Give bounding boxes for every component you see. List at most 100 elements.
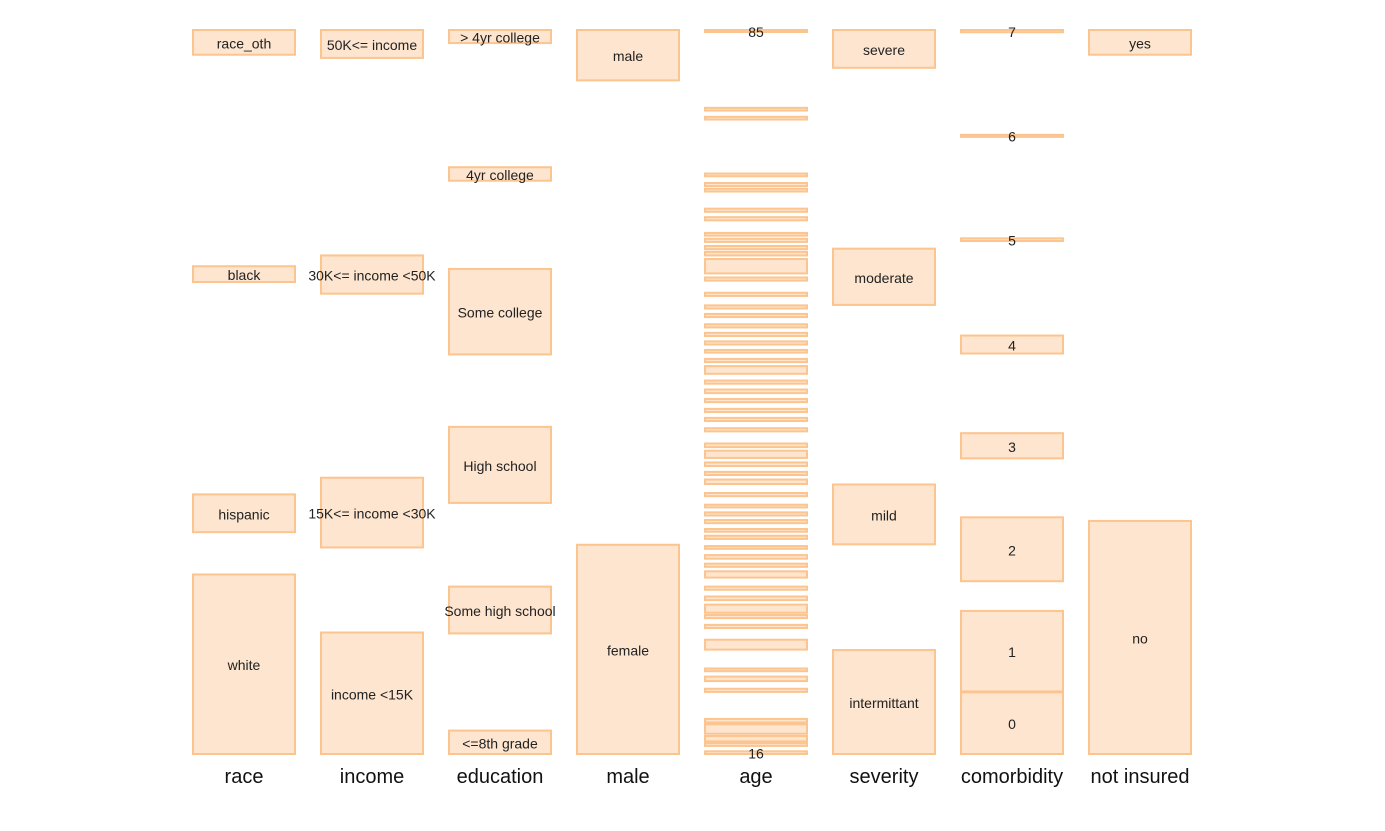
age-category-box-band-32[interactable] [704,397,808,404]
race-category-box-white[interactable] [192,573,296,755]
race-category-label-black: black [228,267,262,283]
comorbidity-category-box-6[interactable] [960,133,1064,138]
age-category-box-band-46[interactable] [704,250,808,257]
age-category-box-band-55[interactable] [704,115,808,121]
age-category-box-band-4[interactable] [704,717,808,724]
education-category-box-4yr-college[interactable] [448,166,552,182]
comorbidity-category-label-3: 3 [1008,439,1016,455]
age-category-box-band-2[interactable] [704,735,808,743]
age-category-box-16[interactable] [704,750,808,755]
age-category-box-band-37[interactable] [704,348,808,354]
age-category-box-band-42[interactable] [704,304,808,310]
race-category-box-black[interactable] [192,265,296,283]
age-category-box-band-6[interactable] [704,675,808,683]
age-category-box-band-14[interactable] [704,570,808,579]
education-category-box-high-school[interactable] [448,425,552,504]
not-insured-category-box-no[interactable] [1088,519,1192,755]
comorbidity-category-label-2: 2 [1008,542,1016,558]
age-category-box-band-12[interactable] [704,595,808,602]
age-category-box-band-45[interactable] [704,258,808,275]
age-category-box-band-24[interactable] [704,478,808,486]
age-category-box-band-10[interactable] [704,613,808,620]
age-category-box-band-52[interactable] [704,187,808,193]
income-category-label-30k-income-50k: 30K<= income <50K [308,268,436,284]
severity-category-box-intermittant[interactable] [832,649,936,756]
severity-category-box-mild[interactable] [832,483,936,546]
age-category-box-band-21[interactable] [704,511,808,517]
income-category-box-income-15k[interactable] [320,631,424,755]
male-category-label-male: male [613,48,644,64]
education-category-box-8th-grade[interactable] [448,729,552,756]
comorbidity-category-box-1[interactable] [960,609,1064,693]
age-category-box-band-7[interactable] [704,667,808,673]
age-category-box-band-13[interactable] [704,585,808,591]
age-category-box-85[interactable] [704,29,808,33]
age-category-box-band-35[interactable] [704,365,808,375]
age-category-box-band-28[interactable] [704,442,808,449]
age-category-box-band-56[interactable] [704,106,808,112]
age-category-box-band-39[interactable] [704,331,808,337]
age-category-box-band-15[interactable] [704,562,808,568]
education-category-box-4yr-college[interactable] [448,29,552,45]
age-category-box-band-1[interactable] [704,742,808,747]
age-category-label-85: 85 [748,24,764,40]
male-category-label-female: female [607,642,649,658]
age-category-box-band-23[interactable] [704,492,808,498]
age-category-box-band-17[interactable] [704,545,808,550]
age-category-box-band-19[interactable] [704,528,808,533]
income-category-box-30k-income-50k[interactable] [320,254,424,295]
age-category-box-band-11[interactable] [704,603,808,614]
comorbidity-category-label-6: 6 [1008,129,1016,145]
comorbidity-category-label-7: 7 [1008,24,1016,40]
age-category-box-band-33[interactable] [704,388,808,395]
severity-category-label-mild: mild [871,507,897,523]
age-category-box-band-53[interactable] [704,181,808,188]
age-category-box-band-18[interactable] [704,534,808,540]
education-category-box-some-high-school[interactable] [448,585,552,635]
race-category-box-hispanic[interactable] [192,493,296,534]
age-category-box-band-5[interactable] [704,687,808,693]
not-insured-category-box-yes[interactable] [1088,29,1192,56]
age-category-box-band-50[interactable] [704,216,808,222]
comorbidity-category-box-2[interactable] [960,516,1064,583]
comorbidity-category-box-4[interactable] [960,334,1064,355]
race-category-label-hispanic: hispanic [218,506,269,522]
age-category-box-band-22[interactable] [704,503,808,509]
comorbidity-category-box-3[interactable] [960,432,1064,460]
age-category-box-band-29[interactable] [704,427,808,433]
male-category-box-female[interactable] [576,543,680,756]
severity-category-box-moderate[interactable] [832,247,936,306]
age-category-box-band-41[interactable] [704,312,808,319]
dimension-severity: intermittant mild moderate severe severity [832,29,936,788]
age-category-box-band-3[interactable] [704,723,808,735]
age-category-box-band-30[interactable] [704,416,808,423]
comorbidity-category-box-7[interactable] [960,29,1064,34]
education-category-box-some-college[interactable] [448,267,552,356]
age-category-box-band-8[interactable] [704,638,808,651]
age-category-box-band-31[interactable] [704,407,808,414]
race-category-box-race-oth[interactable] [192,29,296,56]
age-category-box-band-16[interactable] [704,554,808,560]
income-category-box-50k-income[interactable] [320,29,424,59]
age-category-box-band-44[interactable] [704,276,808,282]
income-category-box-15k-income-30k[interactable] [320,476,424,549]
age-category-box-band-20[interactable] [704,519,808,525]
age-category-box-band-40[interactable] [704,323,808,329]
age-category-box-band-26[interactable] [704,461,808,468]
severity-category-box-severe[interactable] [832,29,936,69]
age-category-box-band-43[interactable] [704,291,808,297]
age-category-box-band-25[interactable] [704,470,808,477]
age-category-box-band-9[interactable] [704,623,808,630]
age-category-box-band-49[interactable] [704,231,808,237]
age-category-box-band-27[interactable] [704,449,808,459]
comorbidity-category-box-0[interactable] [960,691,1064,755]
age-category-box-band-48[interactable] [704,237,808,243]
age-category-box-band-34[interactable] [704,379,808,385]
age-category-box-band-51[interactable] [704,207,808,213]
age-category-box-band-38[interactable] [704,340,808,346]
male-category-box-male[interactable] [576,29,680,82]
age-category-box-band-36[interactable] [704,357,808,364]
comorbidity-category-box-5[interactable] [960,237,1064,243]
age-category-box-band-54[interactable] [704,172,808,178]
age-category-box-band-47[interactable] [704,244,808,251]
